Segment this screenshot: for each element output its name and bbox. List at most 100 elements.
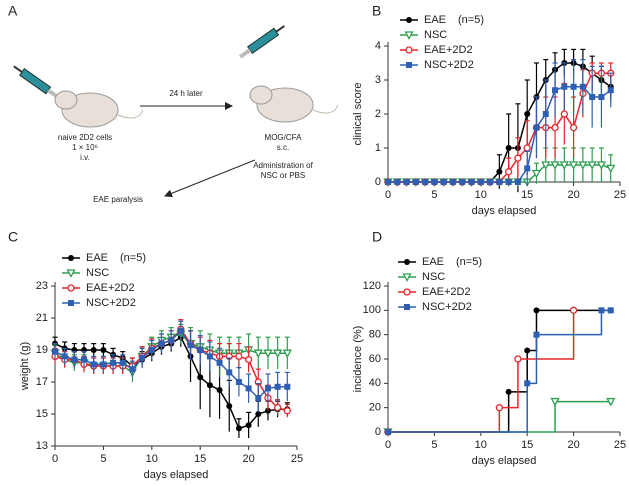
y-tick-label: 15 [36, 408, 48, 420]
legend-label: EAE [86, 252, 108, 264]
legend-marker [403, 288, 411, 296]
marker [569, 306, 578, 314]
marker [542, 111, 549, 117]
y-tick-label: 3 [375, 74, 381, 86]
marker [52, 348, 58, 355]
x-tick-label: 0 [52, 453, 58, 465]
marker [504, 168, 513, 176]
y-tick-label: 40 [369, 377, 381, 389]
y-tick-label: 2 [375, 108, 381, 120]
x-tick-label: 20 [242, 453, 254, 465]
legend-label: NSC+2D2 [86, 297, 136, 309]
legend-marker [66, 269, 76, 278]
legend-label: NSC+2D2 [424, 59, 474, 71]
marker [552, 87, 559, 94]
panel-label: C [8, 229, 18, 245]
marker [255, 411, 262, 417]
diagram-text: 1 × 10⁶ [72, 143, 98, 152]
marker [245, 422, 252, 429]
marker [206, 353, 213, 360]
legend-marker [404, 31, 414, 40]
marker [385, 179, 391, 185]
legend-marker [68, 255, 74, 261]
marker [607, 307, 614, 314]
marker [551, 123, 559, 132]
marker [412, 179, 419, 185]
marker [596, 161, 607, 170]
marker [541, 161, 551, 170]
marker [559, 161, 569, 170]
y-tick-label: 120 [363, 280, 381, 292]
marker [422, 179, 429, 185]
marker [197, 347, 204, 353]
step-line [388, 309, 611, 433]
marker [158, 340, 165, 347]
marker [197, 374, 204, 381]
marker [90, 347, 97, 353]
marker [606, 397, 616, 407]
y-tick-label: 20 [369, 402, 381, 414]
marker [100, 361, 107, 368]
marker [468, 179, 475, 185]
x-tick-label: 20 [567, 189, 579, 201]
x-tick-label: 25 [614, 439, 626, 451]
y-tick-label: 100 [363, 304, 381, 316]
y-tick-label: 80 [369, 329, 381, 341]
marker [403, 179, 410, 185]
marker [255, 395, 262, 401]
annotation: (n=5) [120, 252, 146, 264]
legend-marker [405, 46, 413, 54]
x-tick-label: 15 [521, 439, 533, 451]
marker [570, 83, 577, 90]
x-axis-label: days elapsed [472, 455, 537, 467]
marker [524, 165, 531, 172]
marker [496, 168, 503, 175]
y-tick-label: 4 [375, 40, 381, 52]
diagram: naive 2D2 cells 1 × 10⁶ i.v. 24 h later … [13, 25, 339, 204]
marker [235, 352, 243, 361]
legend-marker [402, 273, 412, 282]
marker [598, 94, 605, 100]
marker [607, 87, 614, 94]
marker [440, 179, 447, 185]
legend-marker [406, 62, 412, 68]
marker [394, 179, 401, 185]
y-tick-label: 19 [36, 344, 48, 356]
marker [139, 355, 146, 361]
x-tick-label: 10 [475, 439, 487, 451]
x-tick-label: 0 [385, 439, 391, 451]
y-tick-label: 13 [36, 440, 48, 452]
marker [569, 161, 579, 170]
marker [523, 144, 531, 152]
y-axis-label: clinical score [352, 83, 364, 146]
x-tick-label: 25 [614, 189, 626, 201]
legend-label: EAE+2D2 [422, 286, 471, 298]
legend-label: NSC [422, 271, 445, 283]
marker [284, 383, 291, 390]
legend-label: EAE+2D2 [424, 44, 473, 56]
marker [533, 307, 540, 314]
y-axis-label: weight (g) [19, 342, 31, 391]
marker [244, 355, 253, 364]
y-tick-label: 0 [375, 426, 381, 438]
x-axis-label: days elapsed [472, 205, 537, 217]
marker [129, 366, 136, 373]
marker [385, 429, 391, 435]
x-tick-label: 5 [431, 439, 437, 451]
x-axis-label: days elapsed [144, 469, 209, 481]
y-tick-label: 60 [369, 353, 381, 365]
marker [531, 169, 542, 179]
x-tick-label: 5 [100, 453, 106, 465]
marker [100, 347, 107, 353]
marker [71, 356, 78, 363]
diagram-text: NSC or PBS [261, 171, 305, 180]
marker [606, 164, 616, 174]
diagram-text: naive 2D2 cells [58, 133, 112, 142]
marker [216, 387, 223, 393]
marker [477, 179, 484, 185]
step-line [388, 310, 575, 433]
y-tick-label: 23 [36, 280, 48, 292]
x-tick-label: 25 [291, 453, 303, 465]
legend-label: EAE [424, 14, 446, 26]
